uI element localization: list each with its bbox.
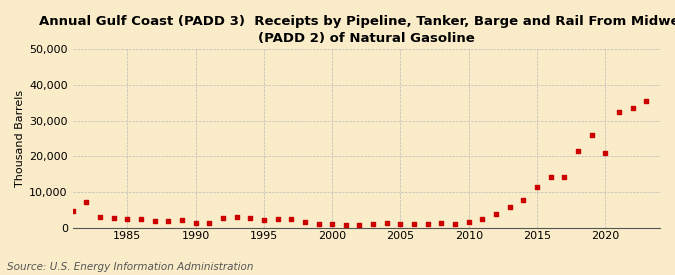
- Point: [217, 216, 228, 220]
- Point: [368, 221, 379, 226]
- Point: [504, 205, 515, 209]
- Point: [381, 221, 392, 226]
- Point: [545, 175, 556, 179]
- Point: [245, 216, 256, 220]
- Point: [327, 222, 338, 227]
- Point: [149, 219, 160, 223]
- Point: [163, 219, 173, 223]
- Point: [300, 220, 310, 224]
- Point: [259, 218, 269, 222]
- Point: [395, 221, 406, 226]
- Point: [409, 222, 420, 226]
- Point: [614, 109, 624, 114]
- Point: [68, 208, 78, 213]
- Point: [204, 221, 215, 225]
- Point: [272, 216, 283, 221]
- Point: [177, 218, 188, 222]
- Point: [572, 149, 583, 153]
- Point: [286, 217, 296, 222]
- Point: [491, 211, 502, 216]
- Point: [587, 133, 597, 137]
- Point: [532, 185, 543, 189]
- Point: [313, 221, 324, 226]
- Point: [81, 200, 92, 204]
- Point: [559, 175, 570, 180]
- Y-axis label: Thousand Barrels: Thousand Barrels: [15, 90, 25, 187]
- Point: [190, 220, 201, 225]
- Point: [641, 99, 652, 103]
- Point: [354, 222, 365, 227]
- Point: [436, 221, 447, 226]
- Point: [108, 216, 119, 220]
- Point: [627, 106, 638, 110]
- Point: [423, 222, 433, 226]
- Point: [600, 151, 611, 155]
- Point: [463, 220, 474, 224]
- Point: [231, 214, 242, 219]
- Text: Source: U.S. Energy Information Administration: Source: U.S. Energy Information Administ…: [7, 262, 253, 272]
- Title: Annual Gulf Coast (PADD 3)  Receipts by Pipeline, Tanker, Barge and Rail From Mi: Annual Gulf Coast (PADD 3) Receipts by P…: [39, 15, 675, 45]
- Point: [136, 217, 146, 222]
- Point: [450, 222, 460, 226]
- Point: [477, 216, 488, 221]
- Point: [122, 216, 133, 221]
- Point: [95, 214, 105, 219]
- Point: [340, 222, 351, 227]
- Point: [518, 198, 529, 202]
